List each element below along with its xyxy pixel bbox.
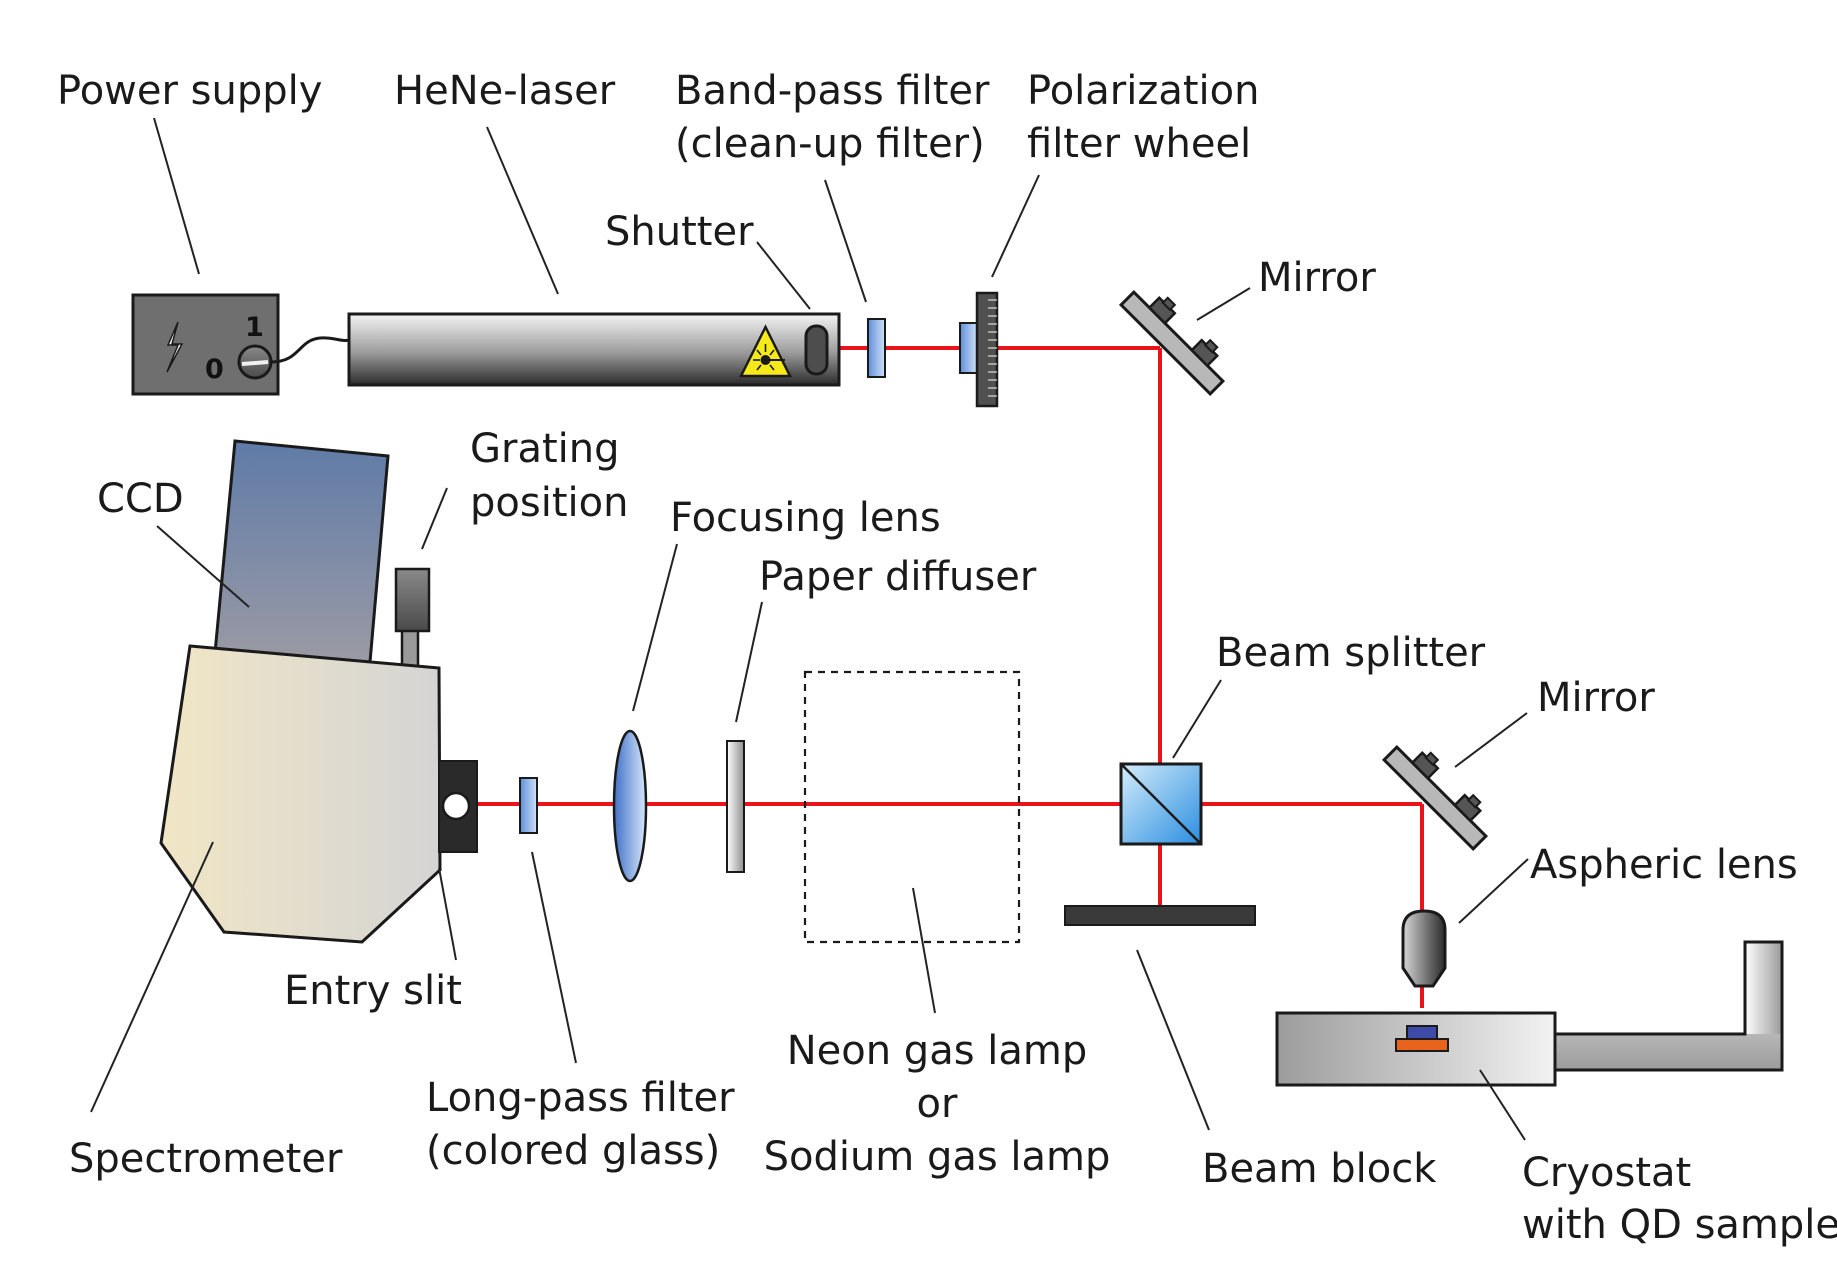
- focusing-lens: [612, 729, 648, 883]
- label-longpass-filter-2: (colored glass): [426, 1128, 720, 1174]
- spectrometer: [159, 644, 442, 944]
- label-shutter: Shutter: [605, 209, 754, 255]
- label-grating-1: Grating: [470, 426, 620, 472]
- hene-laser: [347, 312, 841, 387]
- label-lamp-2: or: [917, 1081, 958, 1127]
- label-bandpass-filter-2: (clean-up filter): [675, 121, 985, 167]
- gas-lamp-area: [803, 670, 1021, 944]
- power-supply: 1 0: [131, 293, 280, 396]
- entry-slit: [438, 760, 478, 853]
- label-grating-2: position: [470, 480, 628, 526]
- lightning-icon: [166, 321, 184, 373]
- mirror-top: [1118, 289, 1226, 397]
- qd-sample: [1395, 1038, 1449, 1052]
- paper-diffuser: [726, 740, 745, 873]
- grating-position-knob: [394, 567, 431, 670]
- polarization-filter-wheel: [959, 291, 999, 408]
- longpass-filter: [519, 777, 538, 834]
- label-polarization-1: Polarization: [1027, 68, 1259, 114]
- bandpass-filter: [867, 318, 886, 378]
- power-cable: [270, 336, 351, 364]
- aspheric-lens: [1401, 909, 1447, 988]
- label-mirror-right: Mirror: [1537, 675, 1655, 721]
- label-polarization-2: filter wheel: [1027, 121, 1251, 167]
- label-paper-diffuser: Paper diffuser: [759, 554, 1037, 600]
- ccd-camera: [213, 439, 390, 664]
- label-longpass-filter-1: Long-pass filter: [426, 1075, 735, 1121]
- label-mirror-top: Mirror: [1258, 255, 1376, 301]
- leader-lines: [90, 117, 1529, 1141]
- label-cryostat-1: Cryostat: [1522, 1150, 1691, 1196]
- label-beam-block: Beam block: [1202, 1146, 1437, 1192]
- power-on-mark: 1: [245, 312, 264, 343]
- laser-warning-icon: [738, 324, 793, 378]
- label-lamp-1: Neon gas lamp: [787, 1028, 1088, 1074]
- label-beam-splitter: Beam splitter: [1216, 630, 1486, 676]
- beam-block: [1064, 905, 1256, 926]
- label-bandpass-filter-1: Band-pass filter: [675, 68, 990, 114]
- power-off-mark: 0: [205, 354, 224, 385]
- label-focusing-lens: Focusing lens: [670, 495, 941, 541]
- shutter: [804, 324, 829, 376]
- labels: Power supply HeNe-laser Band-pass filter…: [57, 68, 1837, 1248]
- power-knob: [237, 344, 273, 380]
- label-ccd: CCD: [97, 476, 184, 522]
- label-lamp-3: Sodium gas lamp: [764, 1134, 1111, 1180]
- label-hene-laser: HeNe-laser: [394, 68, 616, 114]
- label-entry-slit: Entry slit: [284, 968, 462, 1014]
- label-cryostat-2: with QD sample: [1522, 1202, 1837, 1248]
- label-spectrometer: Spectrometer: [69, 1136, 343, 1182]
- label-power-supply: Power supply: [57, 68, 322, 114]
- mirror-right: [1381, 744, 1489, 852]
- label-aspheric-lens: Aspheric lens: [1530, 842, 1798, 888]
- sample-holder: [1406, 1025, 1438, 1040]
- cryostat: [1275, 940, 1784, 1087]
- beam-splitter: [1119, 762, 1203, 846]
